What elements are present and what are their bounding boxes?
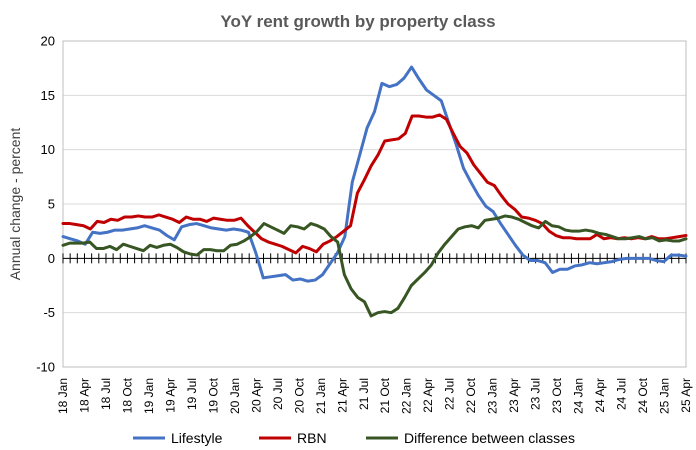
x-tick-label: 24 Jul [615,378,629,410]
x-tick-label: 24 Oct [636,377,650,413]
x-tick-label: 20 Oct [292,377,306,413]
chart-title: YoY rent growth by property class [220,12,495,31]
y-tick-label: -10 [36,360,55,375]
x-tick-label: 23 Oct [550,377,564,413]
x-tick-label: 18 Oct [120,377,134,413]
x-tick-label: 23 Apr [507,378,521,413]
x-tick-label: 20 Jan [228,378,242,414]
series-lines [61,65,688,318]
y-axis-ticks: -10 -5 0 5 10 15 20 [36,34,55,375]
x-tick-label: 19 Jan [142,378,156,414]
x-tick-label: 19 Oct [206,377,220,413]
x-tick-label: 21 Jul [357,378,371,410]
x-tick-label: 19 Jul [185,378,199,410]
x-tick-label: 21 Oct [378,377,392,413]
x-tick-label: 18 Jan [56,378,70,414]
x-tick-label: 24 Jan [572,378,586,414]
plot-area-border [62,40,687,368]
x-tick-label: 22 Jan [400,378,414,414]
x-tick-label: 25 Jan [658,378,672,414]
x-tick-label: 25 Apr [679,378,693,413]
x-tick-label: 19 Apr [163,378,177,413]
legend: Lifestyle RBN Difference between classes [133,430,575,446]
x-tick-label: 23 Jul [529,378,543,410]
x-tick-label: 22 Apr [421,378,435,413]
y-axis-label: Annual change - percent [7,128,23,281]
y-tick-label: 0 [48,251,55,266]
series-line-1 [61,113,688,255]
x-tick-label: 18 Jul [99,378,113,410]
x-tick-label: 20 Apr [249,378,263,413]
x-tick-label: 24 Apr [593,378,607,413]
x-tick-label: 20 Jul [271,378,285,410]
legend-label-lifestyle: Lifestyle [171,430,223,446]
x-tick-label: 22 Jul [443,378,457,410]
x-tick-label: 22 Oct [464,377,478,413]
y-tick-label: 15 [41,88,55,103]
series-line-2 [61,214,688,318]
x-tick-label: 18 Apr [77,378,91,413]
y-tick-label: 5 [48,197,55,212]
legend-label-difference: Difference between classes [404,430,575,446]
x-axis-ticks: 18 Jan 18 Apr 18 Jul 18 Oct 19 Jan 19 Apr 19 J… [56,377,693,414]
series-line-0 [61,65,688,283]
y-tick-label: 10 [41,142,55,157]
x-tick-label: 21 Apr [335,378,349,413]
x-tick-label: 21 Jan [314,378,328,414]
y-tick-label: -5 [43,305,55,320]
x-tick-label: 23 Jan [486,378,500,414]
y-tick-label: 20 [41,34,55,49]
legend-label-rbn: RBN [297,430,327,446]
